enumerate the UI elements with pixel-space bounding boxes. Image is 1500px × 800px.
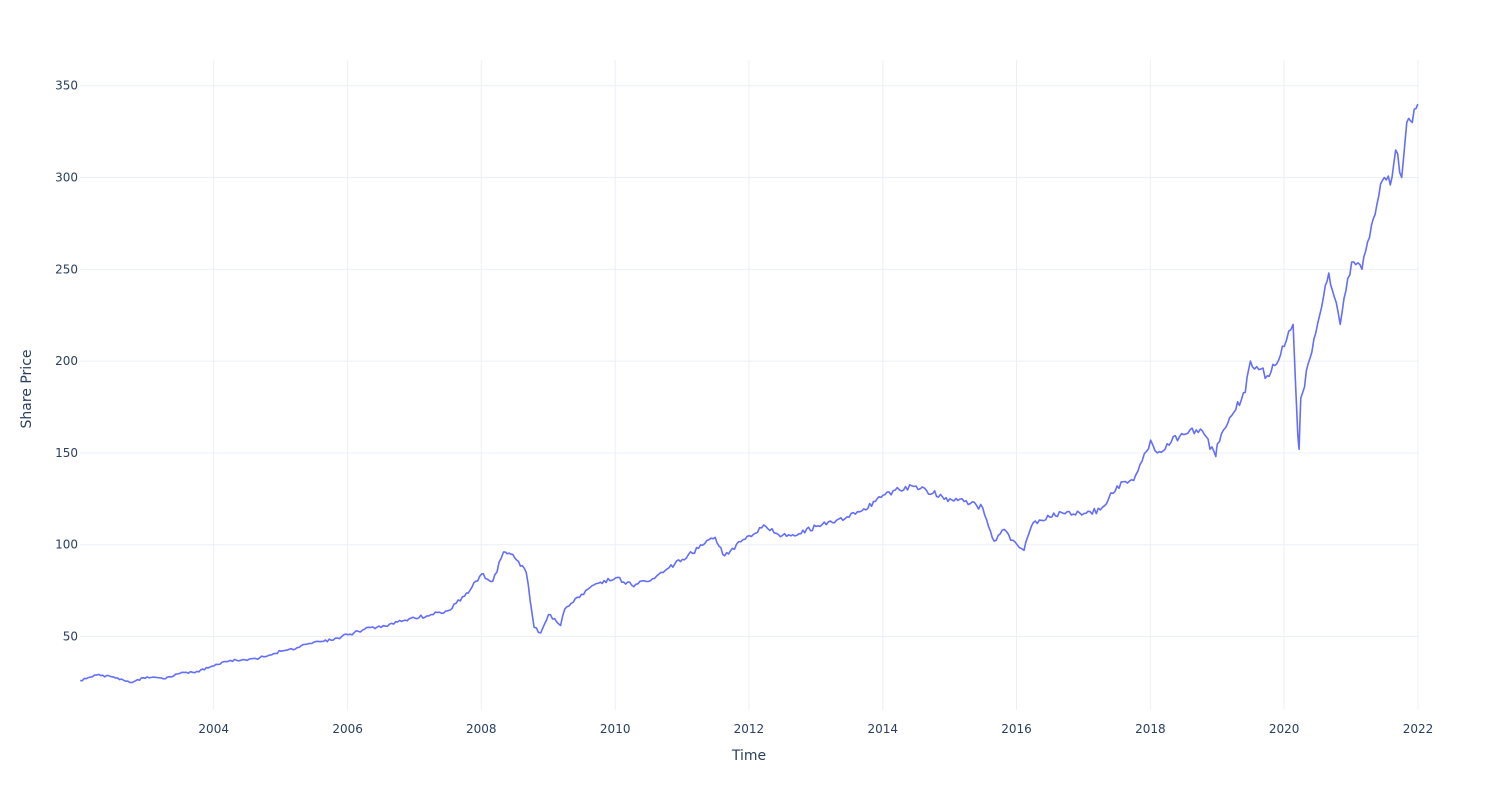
y-axis-title: Share Price [19,349,35,428]
x-tick-label: 2012 [734,722,765,736]
x-axis-title: Time [731,748,766,764]
x-tick-label: 2014 [868,722,899,736]
x-tick-label: 2018 [1135,722,1166,736]
x-tick-label: 2008 [466,722,497,736]
x-tick-label: 2004 [198,722,229,736]
price-series-line [80,103,1419,684]
x-gridlines [213,60,1419,710]
y-tick-label: 200 [55,354,78,368]
y-tick-label: 100 [55,538,78,552]
x-tick-label: 2006 [332,722,363,736]
y-tick-label: 350 [55,79,78,93]
x-tick-label: 2020 [1269,722,1300,736]
x-tick-labels: 2004 2006 2008 2010 2012 2014 2016 2018 2020 2022 [198,722,1433,736]
x-tick-label: 2022 [1403,722,1434,736]
y-gridlines [80,85,1418,638]
y-tick-label: 300 [55,171,78,185]
y-tick-label: 50 [63,630,78,644]
x-tick-label: 2016 [1001,722,1032,736]
y-tick-labels: 50 100 150 200 250 300 350 [55,79,78,644]
plot-area [80,103,1419,684]
y-tick-label: 150 [55,446,78,460]
x-tick-label: 2010 [600,722,631,736]
y-tick-label: 250 [55,262,78,276]
